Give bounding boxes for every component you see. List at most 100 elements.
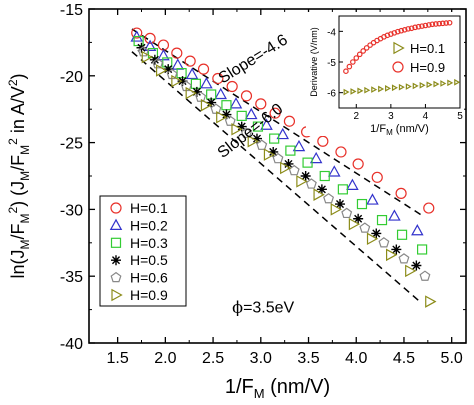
inset-data-point xyxy=(398,83,405,91)
data-point xyxy=(313,188,325,201)
data-point xyxy=(416,244,428,255)
inset-data-point xyxy=(419,81,426,89)
data-point xyxy=(328,165,341,177)
data-point xyxy=(221,109,232,120)
inset-data-point xyxy=(419,23,425,29)
inset-data-point xyxy=(447,79,454,87)
y-tick-label: -40 xyxy=(60,336,83,353)
inset-data-point xyxy=(391,84,398,92)
legend-label: H=0.9 xyxy=(130,287,168,303)
y-tick-label: -25 xyxy=(60,136,83,153)
data-point xyxy=(405,264,417,278)
data-point xyxy=(144,32,156,44)
data-point xyxy=(335,199,346,210)
data-point xyxy=(352,158,364,170)
data-point xyxy=(280,161,292,175)
data-point xyxy=(411,260,422,271)
data-point xyxy=(371,228,382,239)
inset-data-point xyxy=(443,20,449,26)
data-point xyxy=(131,27,143,39)
inset-legend-marker xyxy=(393,41,405,55)
inset-data-point xyxy=(412,24,418,31)
inset-data-point xyxy=(436,20,443,27)
inset-data-point xyxy=(353,55,360,61)
data-point xyxy=(335,146,347,158)
series-H=0.6 xyxy=(137,46,431,281)
legend-marker xyxy=(110,271,122,283)
data-point xyxy=(391,244,402,255)
data-point xyxy=(163,64,174,75)
data-point xyxy=(425,295,437,308)
data-point xyxy=(241,127,252,138)
inset-data-point xyxy=(357,87,364,95)
data-point xyxy=(244,107,258,120)
inset-data-point xyxy=(429,21,436,28)
data-point xyxy=(157,49,170,61)
data-point xyxy=(216,110,228,124)
data-point xyxy=(386,248,398,262)
data-point xyxy=(268,146,279,157)
data-point xyxy=(366,232,379,246)
inset-x-tick-label: 3 xyxy=(388,111,394,122)
phi-annotation: ϕ=3.5eV xyxy=(232,297,294,316)
data-point xyxy=(171,58,185,70)
inset-data-point xyxy=(454,78,461,86)
data-point xyxy=(221,100,232,111)
data-point xyxy=(252,121,264,132)
data-point xyxy=(176,68,187,79)
fit-line xyxy=(131,28,424,217)
inset-background xyxy=(306,12,464,136)
data-point xyxy=(251,133,262,144)
inset-data-point xyxy=(360,48,367,54)
data-point xyxy=(309,151,323,164)
data-point xyxy=(236,121,247,132)
x-tick-label: 3.0 xyxy=(250,350,272,367)
legend-marker xyxy=(111,255,121,266)
series-H=0.3 xyxy=(133,35,428,255)
legend-label: H=0.5 xyxy=(130,252,168,268)
data-point xyxy=(292,139,306,152)
data-point xyxy=(317,135,329,147)
fit-line xyxy=(131,51,419,301)
data-point xyxy=(319,170,330,182)
data-point xyxy=(212,72,224,85)
data-point xyxy=(214,87,227,100)
inset-x-tick-label: 2 xyxy=(354,111,360,122)
inset-y-axis-label: Derivative (V/nm) xyxy=(309,27,319,97)
inset-y-tick-label: -6 xyxy=(327,89,336,100)
data-point xyxy=(236,110,247,121)
inset-data-point xyxy=(408,25,415,32)
data-point xyxy=(305,178,317,189)
inset-data-point xyxy=(422,22,429,29)
inset-data-point xyxy=(343,68,349,75)
data-point xyxy=(300,171,311,181)
data-point xyxy=(195,91,207,102)
data-point xyxy=(376,214,388,226)
data-point xyxy=(296,175,308,188)
inset-data-point xyxy=(405,26,411,32)
inset-series-H=0.9 xyxy=(343,19,453,75)
data-point xyxy=(231,122,243,136)
data-point xyxy=(229,97,243,109)
inset-data-point xyxy=(356,51,363,58)
data-point xyxy=(240,90,253,102)
inset-legend-marker xyxy=(392,61,404,73)
fit-lines xyxy=(131,28,424,301)
data-point xyxy=(171,47,183,59)
legend-label: H=0.1 xyxy=(130,200,168,216)
inset-data-point xyxy=(394,28,401,35)
inset-data-point xyxy=(405,83,412,90)
data-point xyxy=(323,192,335,204)
inset-data-point xyxy=(385,85,392,92)
legend-label: H=0.2 xyxy=(130,217,168,233)
inset-data-point xyxy=(432,21,439,27)
inset-x-axis-label: 1/FM (nm/V) xyxy=(370,123,429,137)
x-tick-label: 4.5 xyxy=(393,350,415,367)
slope-label: Slope=-4.6 xyxy=(216,31,291,87)
data-point xyxy=(359,222,371,233)
data-point xyxy=(155,64,168,77)
inset-chart: 2 3 4 5 -6 -5 -4 1/FM (nm/V) Derivative (V/nm) H=… xyxy=(306,12,464,137)
data-point xyxy=(256,139,268,150)
x-tick-label: 2.0 xyxy=(154,350,176,367)
